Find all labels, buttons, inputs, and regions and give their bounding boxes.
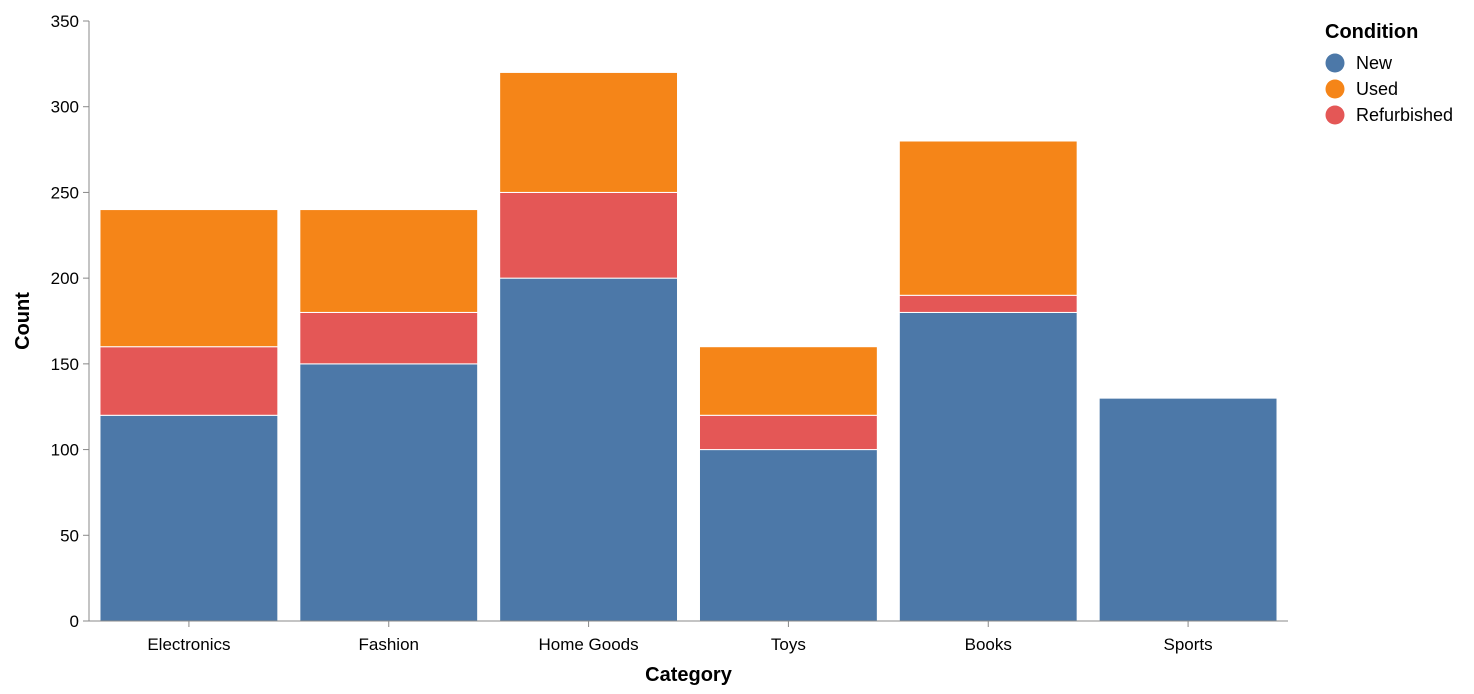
bar-toys-used bbox=[698, 346, 878, 416]
legend-title: Condition bbox=[1325, 21, 1418, 43]
bar-electronics-new bbox=[99, 414, 279, 622]
bar-home-goods-refurbished bbox=[499, 191, 679, 279]
bar-books-used bbox=[898, 140, 1078, 296]
legend-label-refurbished: Refurbished bbox=[1356, 105, 1453, 125]
y-tick-label-100: 100 bbox=[51, 441, 79, 460]
bar-fashion-new bbox=[299, 363, 479, 622]
y-axis-title: Count bbox=[12, 292, 34, 350]
x-axis: Electronics Fashion Home Goods Toys Books Spo… bbox=[89, 620, 1288, 654]
y-tick-label-0: 0 bbox=[70, 612, 79, 631]
x-tick-label-home-goods: Home Goods bbox=[538, 635, 638, 654]
legend-swatch-used bbox=[1325, 79, 1345, 99]
y-axis: 0 50 100 150 200 250 300 350 bbox=[51, 12, 90, 631]
y-tick-label-300: 300 bbox=[51, 98, 79, 117]
bar-electronics-used bbox=[99, 209, 279, 348]
bar-toys-new bbox=[698, 449, 878, 622]
legend-swatch-new bbox=[1325, 53, 1345, 73]
x-tick-label-toys: Toys bbox=[771, 635, 806, 654]
y-tick-label-350: 350 bbox=[51, 12, 79, 31]
y-tick-label-250: 250 bbox=[51, 183, 79, 202]
bar-fashion-used bbox=[299, 209, 479, 313]
bars-layer bbox=[99, 71, 1278, 622]
bar-books-refurbished bbox=[898, 294, 1078, 313]
legend: Condition New Used Refurbished bbox=[1325, 21, 1453, 125]
x-tick-label-electronics: Electronics bbox=[147, 635, 230, 654]
x-tick-label-books: Books bbox=[965, 635, 1012, 654]
y-tick-label-50: 50 bbox=[60, 526, 79, 545]
y-tick-label-200: 200 bbox=[51, 269, 79, 288]
legend-swatch-refurbished bbox=[1325, 105, 1345, 125]
legend-label-used: Used bbox=[1356, 79, 1398, 99]
y-tick-label-150: 150 bbox=[51, 355, 79, 374]
bar-electronics-refurbished bbox=[99, 346, 279, 416]
legend-label-new: New bbox=[1356, 53, 1393, 73]
bar-books-new bbox=[898, 311, 1078, 622]
bar-home-goods-new bbox=[499, 277, 679, 622]
bar-fashion-refurbished bbox=[299, 311, 479, 365]
x-tick-label-sports: Sports bbox=[1164, 635, 1213, 654]
bar-home-goods-used bbox=[499, 71, 679, 193]
x-axis-title: Category bbox=[645, 664, 733, 686]
bar-sports-new bbox=[1098, 397, 1278, 622]
x-tick-label-fashion: Fashion bbox=[359, 635, 419, 654]
bar-toys-refurbished bbox=[698, 414, 878, 451]
